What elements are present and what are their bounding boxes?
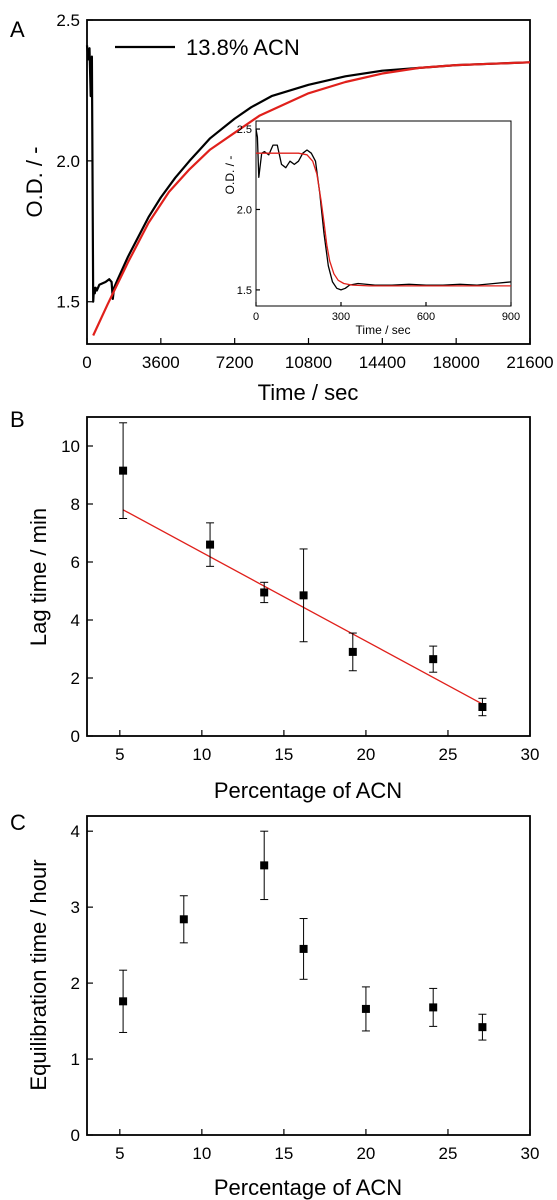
inset-x-tick-label: 900 — [502, 311, 520, 323]
panel-b-data-point — [348, 647, 357, 656]
panel-a-x-tick-label: 7200 — [216, 353, 254, 372]
inset-x-axis-title: Time / sec — [356, 323, 411, 337]
panel-b-fit-line — [122, 509, 483, 705]
panel-c-data-point — [299, 944, 308, 953]
panel-a-data-line — [85, 45, 531, 303]
panel-a-x-axis-title: Time / sec — [258, 380, 359, 405]
panel-b-x-tick-label: 10 — [192, 745, 211, 764]
legend-label: 13.8% ACN — [186, 35, 300, 60]
inset-plot-area — [255, 128, 512, 291]
panel-b-y-tick-label: 10 — [61, 437, 80, 456]
panel-c-data-point — [478, 1023, 487, 1032]
inset-y-tick-label: 2.0 — [237, 204, 252, 216]
inset: 0 300 600 900 1.5 2.0 2.5 Time / sec O.D. / - — [223, 120, 520, 337]
panel-b-data-point — [206, 540, 215, 549]
panel-c-frame — [86, 815, 531, 1136]
panel-b-y-tick-label: 8 — [71, 495, 80, 514]
panel-b-x-axis-title: Percentage of ACN — [214, 778, 402, 803]
panel-c-x-tick-label: 10 — [192, 1144, 211, 1163]
panel-b-y-axis-title: Lag time / min — [26, 508, 51, 646]
panel-c-data-point — [119, 997, 128, 1006]
inset-frame — [255, 120, 512, 307]
panel-b-x-tick-label: 5 — [115, 745, 124, 764]
inset-x-tick-label: 0 — [253, 311, 259, 323]
panel-letter-b: B — [10, 407, 25, 432]
panel-a-y-tick-label: 1.5 — [56, 293, 80, 312]
inset-fit-line — [256, 152, 511, 287]
panel-b-x-tick-label: 25 — [439, 745, 458, 764]
panel-a-x-tick-label: 0 — [82, 353, 91, 372]
panel-c-data-point — [179, 915, 188, 924]
panel-b-data-point — [260, 588, 269, 597]
panel-letter-c: C — [10, 810, 26, 835]
panel-c-y-tick-label: 2 — [71, 974, 80, 993]
panel-c-y-tick-label: 1 — [71, 1050, 80, 1069]
inset-x-tick-label: 300 — [332, 311, 350, 323]
panel-b-x-tick-label: 15 — [274, 745, 293, 764]
panel-a: A 0 3600 7200 10800 14400 18000 21600 1.5 2.0 2.5… — [10, 11, 554, 405]
inset-y-axis-title: O.D. / - — [223, 156, 237, 195]
panel-a-x-tick-label: 21600 — [506, 353, 553, 372]
panel-b: B 5 10 15 20 25 30 0 2 4 6 8 10 Percentage of ACN L… — [10, 407, 539, 803]
panel-c-x-tick-label: 15 — [274, 1144, 293, 1163]
panel-c-x-tick-label: 20 — [356, 1144, 375, 1163]
panel-b-data-point — [478, 703, 487, 711]
panel-a-x-tick-label: 3600 — [142, 353, 180, 372]
panel-c-ticks: 5 10 15 20 25 30 0 1 2 3 4 — [71, 822, 540, 1163]
panel-a-x-tick-label: 10800 — [285, 353, 332, 372]
panel-c-y-tick-label: 3 — [71, 898, 80, 917]
panel-b-y-tick-label: 0 — [71, 727, 80, 746]
panel-b-x-tick-label: 20 — [356, 745, 375, 764]
panel-c-data-point — [361, 1004, 370, 1013]
panel-c: C 5 10 15 20 25 30 0 1 2 3 4 Percentage of ACN Equ… — [10, 810, 539, 1200]
inset-x-tick-label: 600 — [417, 311, 435, 323]
panel-c-x-tick-label: 5 — [115, 1144, 124, 1163]
inset-y-tick-label: 1.5 — [237, 285, 252, 297]
panel-b-data-point — [119, 466, 128, 475]
inset-ticks: 0 300 600 900 1.5 2.0 2.5 — [237, 124, 520, 323]
panel-a-plot-area — [85, 45, 531, 336]
panel-c-x-tick-label: 25 — [439, 1144, 458, 1163]
panel-c-data-point — [260, 861, 269, 870]
panel-a-y-tick-label: 2.5 — [56, 11, 80, 30]
panel-a-ticks: 0 3600 7200 10800 14400 18000 21600 1.5 2.0 2.5 — [56, 11, 553, 372]
inset-y-tick-label: 2.5 — [237, 124, 252, 136]
panel-a-y-tick-label: 2.0 — [56, 152, 80, 171]
panel-b-y-tick-label: 2 — [71, 669, 80, 688]
panel-a-x-tick-label: 14400 — [359, 353, 406, 372]
panel-b-ticks: 5 10 15 20 25 30 0 2 4 6 8 10 — [61, 437, 539, 764]
panel-c-y-tick-label: 0 — [71, 1126, 80, 1145]
panel-c-x-tick-label: 30 — [521, 1144, 540, 1163]
panel-c-y-axis-title: Equilibration time / hour — [26, 859, 51, 1090]
panel-c-data-point — [429, 1003, 438, 1012]
panel-c-plot-area — [119, 830, 487, 1041]
panel-b-plot-area — [119, 422, 487, 717]
panel-b-x-tick-label: 30 — [521, 745, 540, 764]
panel-c-y-tick-label: 4 — [71, 822, 80, 841]
panel-b-data-point — [429, 655, 438, 664]
panel-b-data-point — [299, 591, 308, 600]
panel-c-x-axis-title: Percentage of ACN — [214, 1175, 402, 1200]
panel-letter-a: A — [10, 17, 25, 42]
panel-b-y-tick-label: 6 — [71, 553, 80, 572]
panel-b-y-tick-label: 4 — [71, 611, 80, 630]
panel-a-fit-line — [92, 61, 531, 336]
panel-a-y-axis-title: O.D. / - — [22, 147, 47, 218]
panel-b-frame — [86, 416, 531, 737]
panel-a-x-tick-label: 18000 — [433, 353, 480, 372]
